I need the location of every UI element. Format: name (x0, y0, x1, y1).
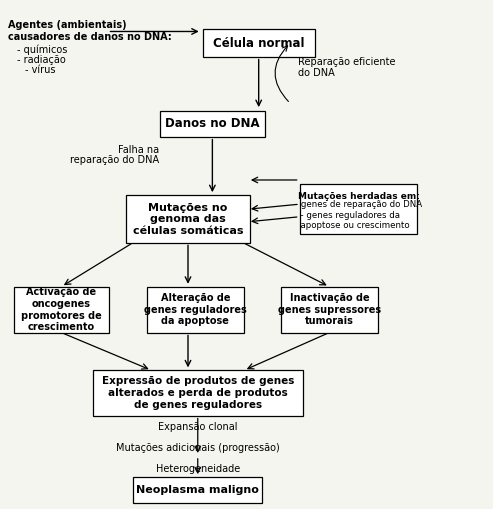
Text: causadores de danos no DNA:: causadores de danos no DNA: (8, 32, 172, 42)
Text: - radiação: - radiação (17, 54, 66, 65)
Text: Falha na: Falha na (118, 145, 159, 155)
Text: Agentes (ambientais): Agentes (ambientais) (8, 20, 126, 31)
Text: do DNA: do DNA (298, 68, 334, 78)
Bar (93, 370, 303, 416)
Text: Inactivação de
genes supressores
tumorais: Inactivação de genes supressores tumorai… (278, 293, 381, 326)
Text: - genes de reparação do DNA
  - genes reguladores da
  apoptose ou crescimento: - genes de reparação do DNA - genes regu… (295, 201, 422, 230)
Bar (126, 195, 250, 243)
Text: Heterogeneidade: Heterogeneidade (156, 465, 240, 474)
Text: Alteração de
genes reguladores
da apoptose: Alteração de genes reguladores da apopto… (144, 293, 246, 326)
Bar (146, 287, 244, 332)
Bar (281, 287, 378, 332)
Text: Célula normal: Célula normal (213, 37, 305, 49)
Text: reparação do DNA: reparação do DNA (70, 155, 159, 165)
Text: Expansão clonal: Expansão clonal (158, 421, 238, 432)
Text: Mutações no
genoma das
células somáticas: Mutações no genoma das células somáticas (133, 203, 243, 236)
Bar (133, 477, 262, 503)
Text: Neoplasma maligno: Neoplasma maligno (137, 485, 259, 495)
Text: Activação de
oncogenes
promotores de
crescimento: Activação de oncogenes promotores de cre… (21, 288, 102, 332)
Bar (300, 184, 417, 234)
Bar (160, 110, 265, 137)
Text: Expressão de produtos de genes
alterados e perda de produtos
de genes reguladore: Expressão de produtos de genes alterados… (102, 376, 294, 410)
Bar (203, 29, 315, 57)
Text: Mutações herdadas em:: Mutações herdadas em: (298, 191, 420, 201)
Text: - vírus: - vírus (25, 65, 55, 75)
Text: - químicos: - químicos (17, 44, 68, 54)
Bar (14, 287, 109, 332)
Text: Danos no DNA: Danos no DNA (165, 117, 260, 130)
Text: Reparação eficiente: Reparação eficiente (298, 56, 395, 67)
Text: Mutações adicionais (progressão): Mutações adicionais (progressão) (116, 443, 280, 454)
